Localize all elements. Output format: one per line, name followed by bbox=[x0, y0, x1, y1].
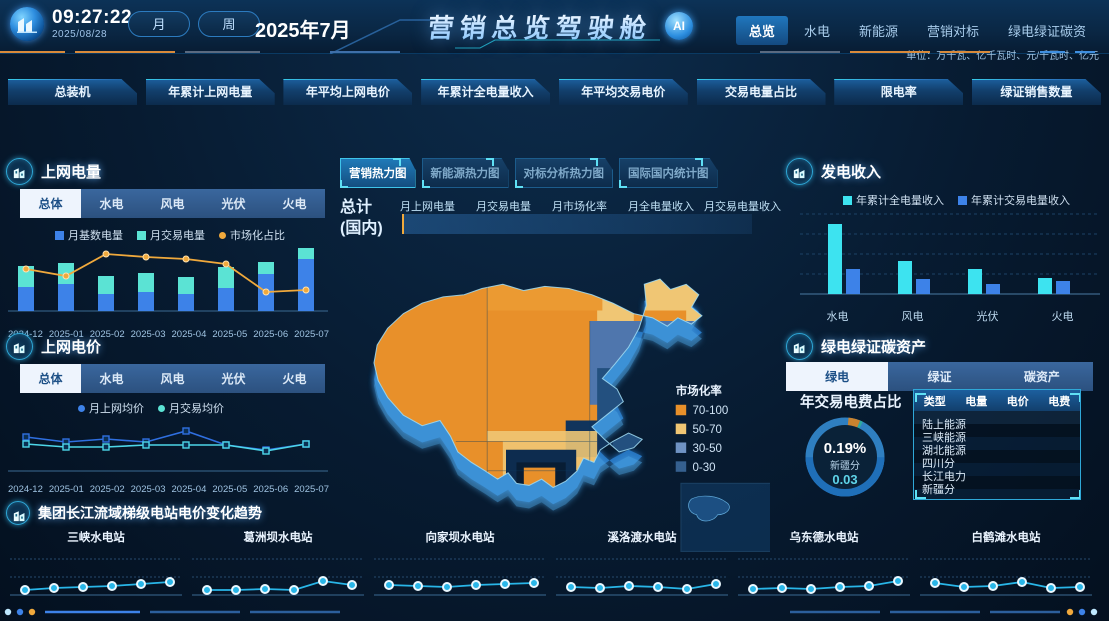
svg-text:70-100: 70-100 bbox=[692, 405, 728, 417]
svg-text:市场化率: 市场化率 bbox=[676, 383, 723, 397]
svg-text:0-30: 0-30 bbox=[692, 461, 715, 473]
svg-text:50-70: 50-70 bbox=[692, 424, 721, 436]
svg-text:30-50: 30-50 bbox=[692, 442, 721, 454]
